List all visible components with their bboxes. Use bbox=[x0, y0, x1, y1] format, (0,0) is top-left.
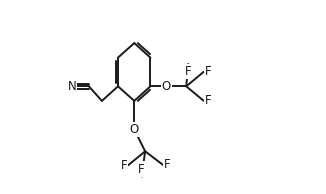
Text: N: N bbox=[67, 80, 76, 93]
Text: F: F bbox=[164, 158, 170, 171]
Text: F: F bbox=[205, 94, 211, 107]
Text: O: O bbox=[130, 123, 139, 136]
Text: O: O bbox=[162, 80, 171, 93]
Text: F: F bbox=[138, 163, 145, 176]
Text: F: F bbox=[205, 65, 211, 78]
Text: F: F bbox=[185, 65, 192, 78]
Text: F: F bbox=[121, 159, 127, 172]
